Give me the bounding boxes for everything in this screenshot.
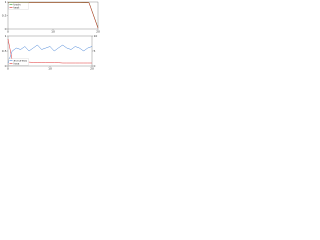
series-line [7, 2, 99, 29]
x-tick-label: 10 [48, 67, 52, 71]
x-tick-label: 0 [7, 30, 9, 34]
y-tick-label: 0.5 [2, 14, 7, 18]
legend-label: test [14, 6, 21, 10]
legend-label: loss [14, 62, 20, 66]
x-tick-label: 10 [51, 30, 55, 34]
x-tick-label: 20 [96, 30, 100, 34]
x-tick-label: 0 [7, 67, 9, 71]
y-tick-label: 0.5 [2, 49, 7, 53]
legend-label: train [14, 3, 21, 7]
y2-tick-label: 0 [94, 64, 96, 68]
legend-label: accuracy [14, 59, 28, 63]
y2-tick-label: 5 [94, 49, 96, 53]
y-tick-label: 0 [5, 64, 7, 68]
series-line [7, 44, 93, 64]
series-line [7, 2, 99, 28]
page: {"chart_data": [ {"type": "line", "x": [… [0, 0, 100, 71]
x-tick-label: 20 [90, 67, 94, 71]
y2-tick-label: 10 [94, 34, 98, 38]
legend-box [8, 2, 29, 10]
legend-box [8, 58, 29, 66]
y-tick-label: 1 [5, 0, 7, 4]
y-tick-label: 0 [5, 27, 7, 31]
y-tick-label: 1 [5, 34, 7, 38]
